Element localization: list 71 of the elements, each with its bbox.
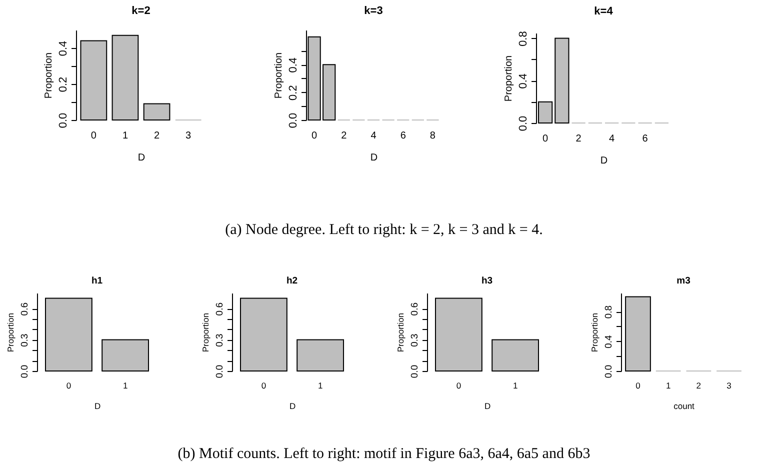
x-axis-title: D bbox=[289, 401, 296, 411]
y-tick-label: 0.6 bbox=[410, 302, 420, 316]
x-tick-label: 0 bbox=[636, 380, 641, 390]
y-tick-label: 0.0 bbox=[20, 364, 30, 378]
x-tick-label: 3 bbox=[726, 380, 732, 390]
y-tick-label: 0.4 bbox=[58, 40, 70, 56]
y-axis-title: Proportion bbox=[44, 52, 54, 99]
bar bbox=[143, 103, 170, 120]
x-tick-label: 2 bbox=[341, 130, 348, 142]
x-tick-label: 0 bbox=[66, 380, 72, 390]
y-tick-label: 0.8 bbox=[518, 31, 530, 46]
x-tick-label: 3 bbox=[186, 130, 192, 142]
y-tick-label: 0.0 bbox=[604, 364, 614, 378]
x-axis-title: D bbox=[484, 401, 491, 411]
y-tick-label: 0.0 bbox=[214, 364, 226, 378]
y-tick-label: 0.4 bbox=[288, 57, 300, 73]
y-axis-title: Proportion bbox=[396, 312, 406, 352]
x-tick-label: 4 bbox=[370, 130, 377, 142]
x-axis-title: D bbox=[370, 152, 378, 164]
chart-title: h2 bbox=[286, 276, 298, 286]
x-axis-title: count bbox=[674, 401, 696, 411]
chart-title: k=3 bbox=[364, 5, 383, 17]
y-tick-label: 0.8 bbox=[604, 305, 614, 319]
x-tick-label: 2 bbox=[576, 134, 582, 144]
x-tick-label: 6 bbox=[400, 130, 406, 142]
x-tick-label: 1 bbox=[318, 380, 323, 390]
x-tick-label: 0 bbox=[261, 380, 266, 390]
x-tick-label: 4 bbox=[609, 134, 616, 144]
text: (b) Motif counts. Left to right: motif in Figure 6a3, 6a4, 6a5 and 6b3 bbox=[176, 446, 592, 463]
y-tick-label: 0.4 bbox=[604, 335, 614, 348]
y-axis-title: Proportion bbox=[590, 312, 600, 352]
y-tick-label: 0.6 bbox=[20, 302, 30, 316]
x-tick-label: 1 bbox=[512, 380, 518, 390]
x-tick-label: 1 bbox=[122, 130, 128, 142]
y-tick-label: 0.3 bbox=[214, 334, 226, 347]
y-tick-label: 0.3 bbox=[20, 334, 30, 347]
x-tick-label: 1 bbox=[666, 380, 671, 390]
y-tick-label: 0.3 bbox=[410, 334, 420, 347]
text: (a) Node degree. Left to right: k = 2, k = 3 and k = 4. bbox=[224, 222, 544, 239]
y-tick-label: 0.0 bbox=[518, 116, 530, 132]
x-axis-title: D bbox=[94, 401, 101, 411]
chart-title: k=2 bbox=[132, 5, 150, 17]
x-tick-label: 0 bbox=[456, 380, 462, 390]
bar bbox=[112, 34, 139, 120]
bar bbox=[80, 40, 108, 120]
chart-title: h1 bbox=[91, 276, 104, 286]
y-tick-label: 0.2 bbox=[288, 85, 300, 100]
bar bbox=[554, 38, 570, 124]
y-tick-label: 0.2 bbox=[58, 76, 70, 92]
y-tick-label: 0.6 bbox=[214, 302, 226, 316]
y-tick-label: 0.4 bbox=[518, 74, 530, 89]
y-tick-label: 0.0 bbox=[288, 112, 300, 128]
x-axis-title: D bbox=[138, 152, 146, 164]
y-axis-title: Proportion bbox=[504, 55, 514, 102]
x-tick-label: 1 bbox=[122, 380, 128, 390]
y-axis-title: Proportion bbox=[6, 312, 16, 352]
x-tick-label: 0 bbox=[542, 134, 549, 144]
x-tick-label: 2 bbox=[696, 380, 702, 390]
chart-title: m3 bbox=[676, 276, 690, 286]
x-tick-label: 0 bbox=[90, 130, 97, 142]
y-tick-label: 0.0 bbox=[410, 364, 420, 378]
x-tick-label: 0 bbox=[312, 130, 318, 142]
x-tick-label: 8 bbox=[430, 130, 436, 142]
y-axis-title: Proportion bbox=[200, 312, 210, 352]
y-tick-label: 0.0 bbox=[58, 112, 70, 128]
chart-title: k=4 bbox=[594, 6, 614, 18]
y-axis-title: Proportion bbox=[274, 52, 284, 99]
x-tick-label: 6 bbox=[642, 134, 648, 144]
chart-title: h3 bbox=[481, 276, 493, 286]
x-axis-title: D bbox=[600, 156, 608, 166]
x-tick-label: 2 bbox=[154, 130, 160, 142]
